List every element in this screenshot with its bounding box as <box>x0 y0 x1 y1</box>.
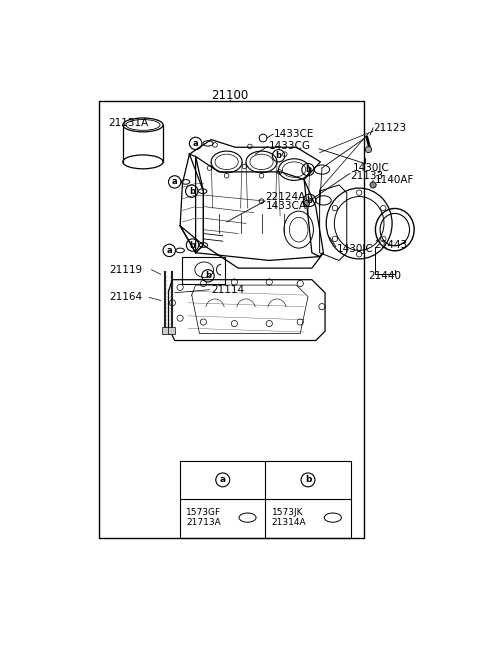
Text: 1140AF: 1140AF <box>375 175 414 186</box>
Text: 22124A: 22124A <box>265 192 306 201</box>
Text: a: a <box>172 177 178 186</box>
Text: 21314A: 21314A <box>272 518 306 527</box>
Circle shape <box>303 200 310 207</box>
Text: 1433CA: 1433CA <box>265 201 306 211</box>
Circle shape <box>370 182 376 188</box>
Text: b: b <box>205 272 211 280</box>
Text: 21114: 21114 <box>211 285 244 295</box>
Text: b: b <box>190 241 195 249</box>
Bar <box>162 327 169 334</box>
Text: 21443: 21443 <box>375 240 408 250</box>
Text: 21123: 21123 <box>373 123 406 133</box>
Text: 21100: 21100 <box>211 89 248 102</box>
Bar <box>180 461 350 538</box>
Text: 21713A: 21713A <box>186 518 221 527</box>
Text: 21119: 21119 <box>109 264 143 275</box>
Text: b: b <box>307 196 312 205</box>
Text: 1573JK: 1573JK <box>272 508 303 517</box>
Text: b: b <box>276 152 282 160</box>
Circle shape <box>365 146 372 153</box>
Bar <box>182 256 225 283</box>
Text: 1433CE: 1433CE <box>274 129 314 139</box>
Text: b: b <box>189 187 195 195</box>
Text: 1573GF: 1573GF <box>186 508 221 517</box>
Text: a: a <box>193 139 198 148</box>
Text: a: a <box>220 476 226 484</box>
Text: b: b <box>305 476 311 484</box>
Text: 1433CG: 1433CG <box>268 142 311 152</box>
Text: 21131A: 21131A <box>108 118 148 129</box>
Text: 21440: 21440 <box>369 271 401 281</box>
Text: 21164: 21164 <box>109 293 143 302</box>
Text: 21133: 21133 <box>350 171 384 181</box>
Bar <box>99 101 364 539</box>
Text: 1430JC: 1430JC <box>353 163 390 173</box>
Text: b: b <box>305 165 311 174</box>
Bar <box>168 327 176 334</box>
Text: 1430JC: 1430JC <box>336 244 373 254</box>
Text: a: a <box>167 246 172 255</box>
